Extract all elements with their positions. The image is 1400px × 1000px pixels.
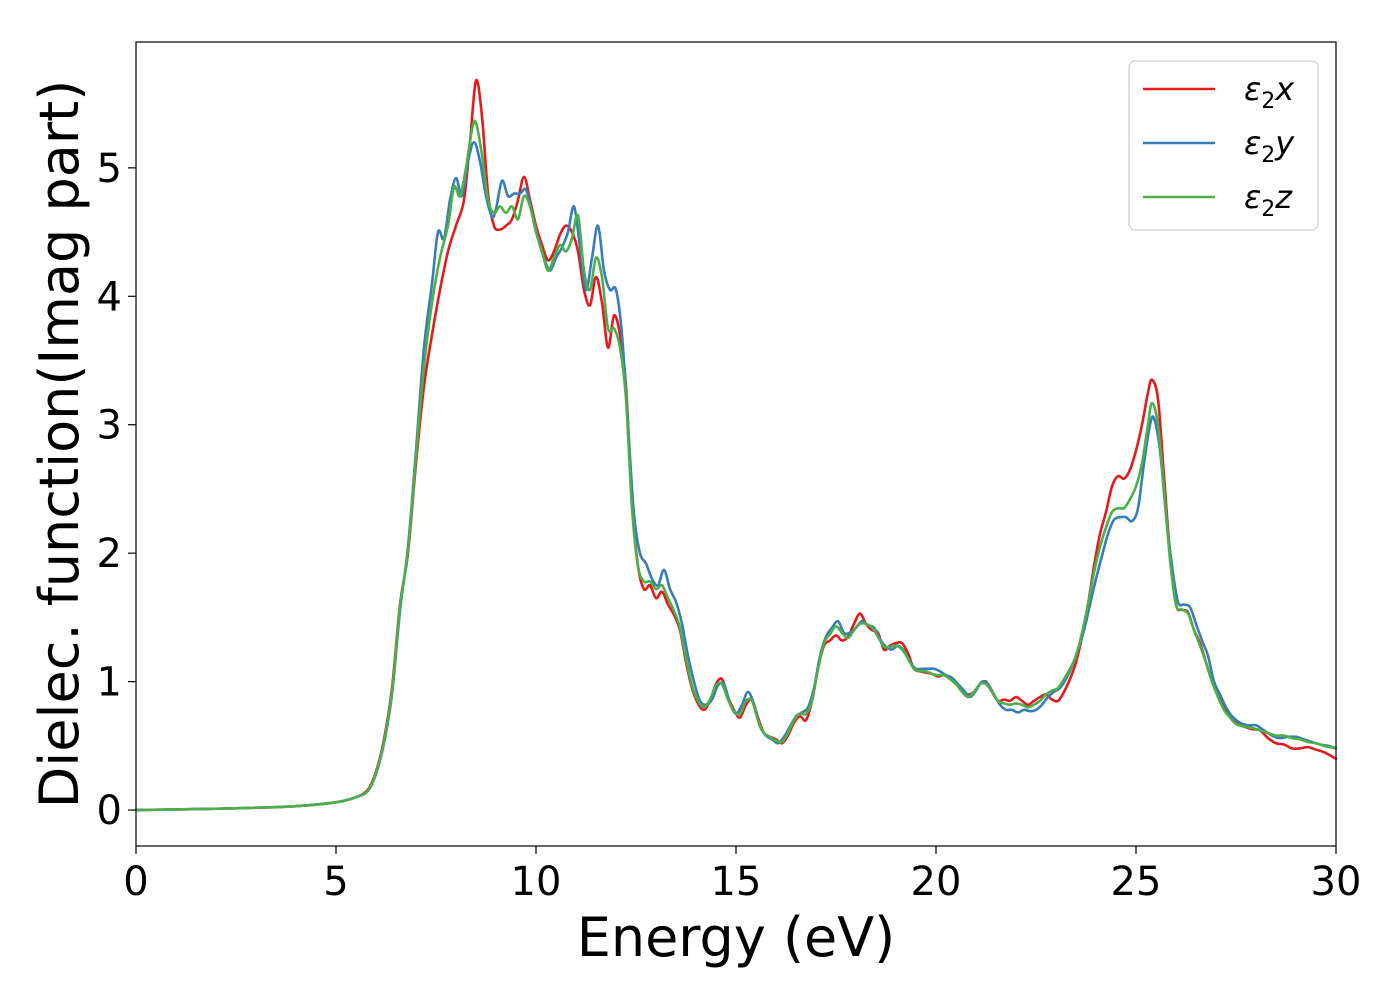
x-tick-label: 10 xyxy=(511,859,562,905)
x-tick-label: 30 xyxy=(1311,859,1362,905)
legend-label-y: ε2y xyxy=(1244,124,1295,168)
legend-label-z: ε2z xyxy=(1244,178,1293,222)
legend-box xyxy=(1128,60,1319,231)
series-layer xyxy=(134,78,1338,812)
x-tick-label: 25 xyxy=(1111,859,1162,905)
x-tick-label: 5 xyxy=(323,859,348,905)
x-axis-label: Energy (eV) xyxy=(577,906,896,969)
legend: ε2x ε2y ε2z xyxy=(1128,60,1319,231)
x-tick-label: 15 xyxy=(711,859,762,905)
y-tick-label: 3 xyxy=(97,403,122,449)
y-tick-label: 0 xyxy=(97,788,122,834)
series-line-x xyxy=(134,78,1338,812)
y-axis-label: Dielec. function(Imag part) xyxy=(28,80,91,809)
y-tick-label: 2 xyxy=(97,531,122,577)
y-tick-label: 5 xyxy=(97,146,122,192)
series-line-z xyxy=(134,119,1338,812)
y-tick-label: 4 xyxy=(97,274,122,320)
x-tick-label: 0 xyxy=(123,859,148,905)
y-tick-label: 1 xyxy=(97,660,122,706)
y-axis-ticks: 0 1 2 3 4 5 xyxy=(97,146,136,834)
series-line-y xyxy=(134,140,1338,812)
x-axis-ticks: 0 5 10 15 20 25 30 xyxy=(123,846,1361,905)
x-tick-label: 20 xyxy=(911,859,962,905)
legend-label-x: ε2x xyxy=(1244,70,1295,114)
